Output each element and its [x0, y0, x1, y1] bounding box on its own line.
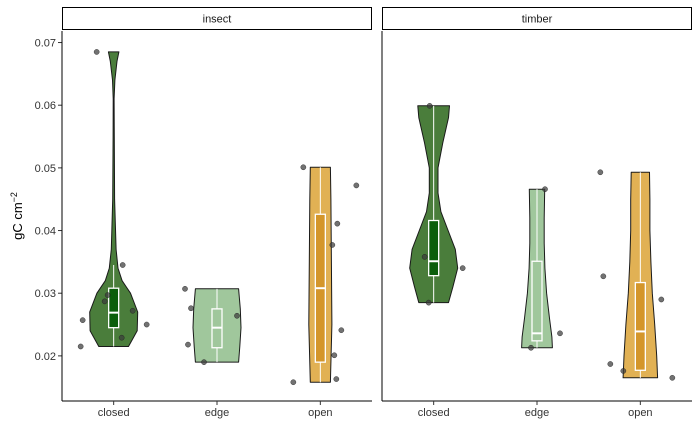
data-point-insect-closed	[118, 334, 125, 341]
data-point-insect-closed	[77, 343, 84, 350]
y-tick-label: 0.06	[35, 100, 56, 112]
data-point-insect-closed	[101, 298, 108, 305]
data-point-insect-open	[290, 379, 297, 386]
y-axis-title-main: gC cm	[10, 202, 25, 240]
y-tick-label: 0.07	[35, 38, 56, 50]
facet-label-timber: timber	[522, 14, 553, 26]
data-point-insect-closed	[129, 307, 136, 314]
y-tick-label: 0.02	[35, 351, 56, 363]
data-point-insect-open	[333, 376, 340, 382]
data-point-timber-closed	[421, 254, 428, 260]
data-point-insect-edge	[185, 341, 191, 348]
y-tick-label: 0.03	[35, 288, 56, 300]
x-tick-label-edge: edge	[525, 407, 549, 419]
data-point-timber-edge	[557, 330, 563, 337]
x-tick-label-edge: edge	[205, 407, 229, 419]
data-point-timber-open	[597, 169, 604, 176]
facet-strip-insect	[62, 7, 372, 30]
data-point-timber-edge	[542, 186, 548, 193]
data-point-insect-open	[334, 220, 341, 227]
y-tick-label: 0.04	[35, 226, 56, 238]
box-timber-closed	[428, 219, 440, 277]
data-point-timber-closed	[426, 102, 433, 109]
data-point-insect-open	[353, 182, 360, 189]
data-point-insect-open	[338, 327, 345, 334]
data-point-insect-closed	[93, 49, 100, 55]
data-point-insect-open	[329, 242, 336, 248]
data-point-timber-open	[607, 361, 614, 367]
data-point-insect-open	[331, 352, 338, 359]
data-point-timber-edge	[528, 344, 534, 351]
data-point-insect-closed	[104, 292, 111, 298]
data-point-timber-closed	[425, 299, 432, 306]
facet-strip-timber	[382, 7, 692, 30]
data-point-insect-edge	[182, 285, 188, 292]
x-tick-label-closed: closed	[98, 407, 130, 419]
y-axis-title-superscript: −2	[9, 192, 19, 202]
data-point-insect-edge	[188, 305, 194, 312]
data-point-insect-edge	[201, 359, 207, 365]
x-tick-label-open: open	[628, 407, 652, 419]
y-tick-label: 0.05	[35, 163, 56, 175]
facet-label-insect: insect	[203, 14, 232, 26]
data-point-insect-closed	[143, 321, 150, 328]
data-point-timber-closed	[459, 265, 466, 271]
box-timber-edge	[531, 260, 543, 342]
data-point-insect-open	[300, 164, 307, 171]
x-tick-label-closed: closed	[418, 407, 450, 419]
data-point-insect-closed	[119, 262, 126, 268]
data-point-timber-open	[669, 374, 676, 381]
data-point-insect-closed	[79, 317, 86, 324]
data-point-insect-edge	[234, 312, 240, 319]
y-axis-title: gC cm−2	[9, 192, 25, 240]
violin-insect-closed	[89, 51, 139, 347]
box-timber-open	[634, 281, 646, 371]
data-point-timber-open	[658, 296, 665, 303]
x-tick-label-open: open	[308, 407, 332, 419]
data-point-timber-open	[600, 273, 607, 280]
data-point-timber-open	[620, 368, 627, 374]
box-insect-closed	[108, 287, 120, 329]
